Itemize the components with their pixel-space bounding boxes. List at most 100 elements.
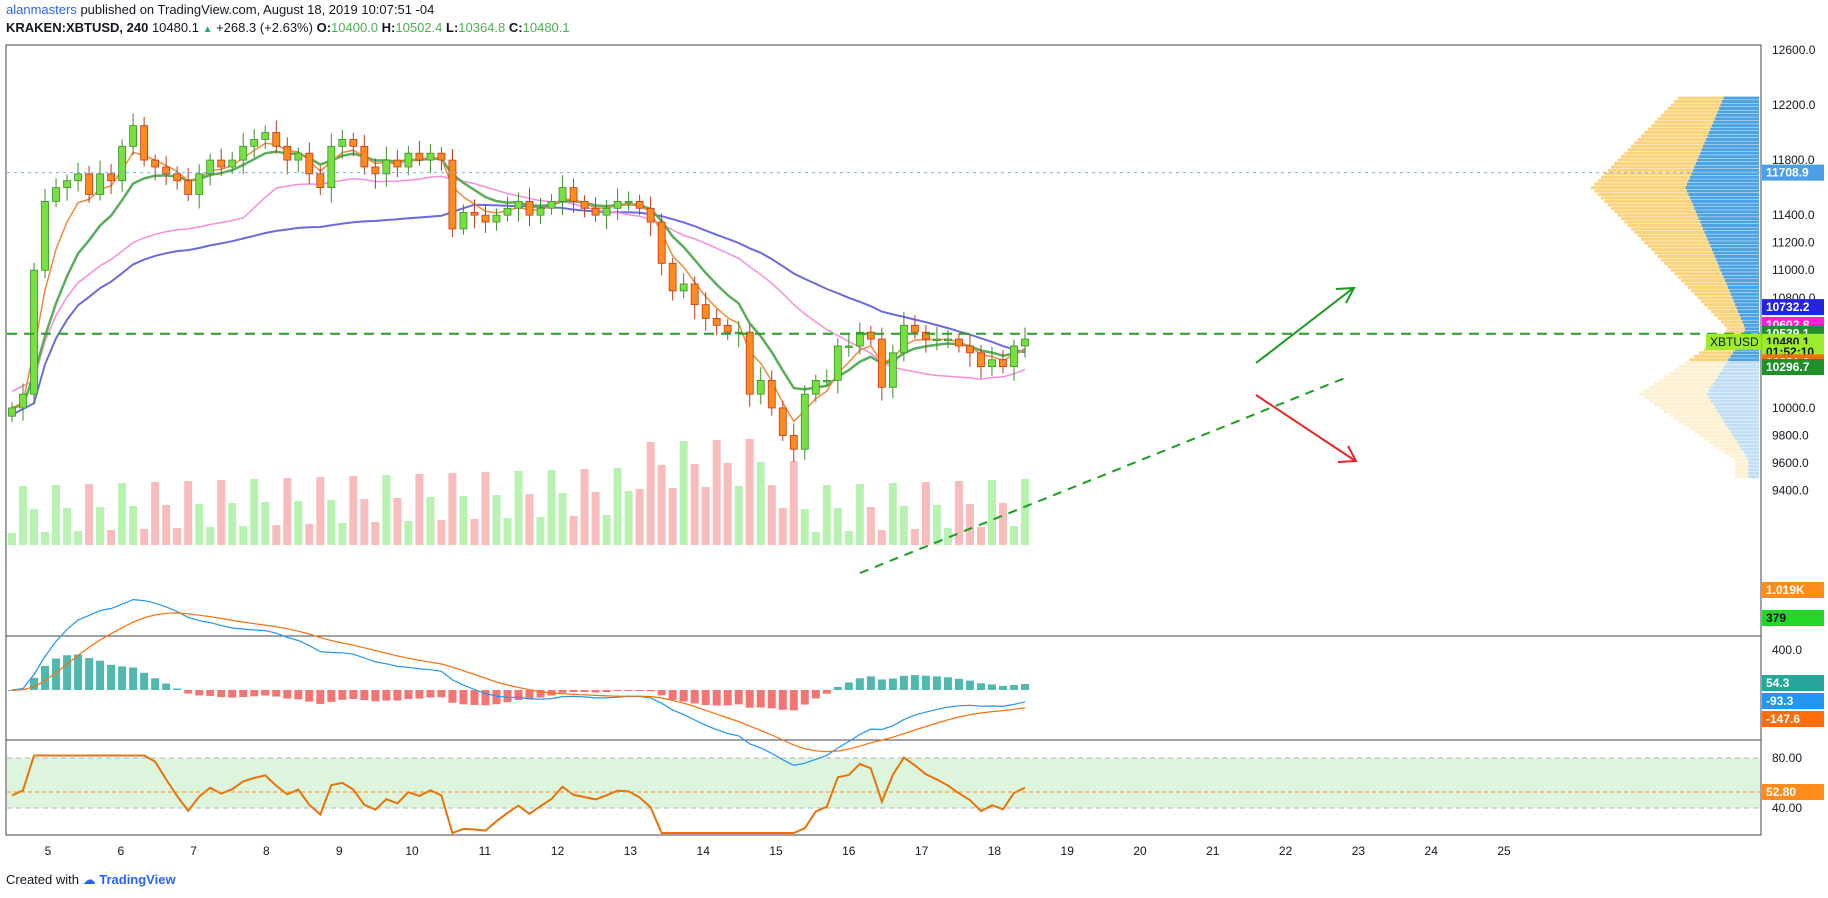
candle-body bbox=[977, 352, 985, 368]
volume-bar bbox=[679, 441, 688, 545]
volume-bar bbox=[404, 521, 413, 545]
vp-bar-blue bbox=[1703, 227, 1759, 231]
macd-histogram-bar bbox=[151, 678, 160, 690]
candle-body bbox=[525, 200, 534, 216]
candle-body bbox=[778, 407, 787, 436]
volume-bar bbox=[96, 507, 105, 545]
candle-body bbox=[988, 359, 996, 368]
vp-bar-blue bbox=[1724, 420, 1759, 424]
volume-bar bbox=[30, 509, 39, 545]
candle-body bbox=[316, 173, 325, 189]
bearish-arrow[interactable] bbox=[1255, 394, 1358, 463]
candle-body bbox=[701, 304, 710, 319]
volume-bar bbox=[569, 516, 578, 545]
tradingview-brand[interactable]: TradingView bbox=[99, 872, 176, 887]
vp-bar-blue bbox=[1715, 406, 1759, 410]
rsi-tick-label: 40.00 bbox=[1772, 801, 1802, 815]
vp-bar-blue bbox=[1688, 179, 1759, 183]
macd-histogram-bar bbox=[30, 677, 39, 690]
macd-histogram-bar bbox=[195, 690, 204, 696]
macd-histogram-bar bbox=[228, 690, 237, 698]
volume-bar bbox=[327, 500, 336, 545]
macd-histogram-bar bbox=[118, 666, 127, 690]
volume-bar bbox=[151, 482, 160, 545]
bullish-arrow[interactable] bbox=[1255, 286, 1356, 364]
vp-bar-yellow bbox=[1654, 402, 1714, 406]
vp-bar-blue bbox=[1740, 316, 1759, 320]
vp-bar-blue bbox=[1694, 165, 1759, 169]
ascending-trendline[interactable] bbox=[859, 377, 1346, 574]
candle-body bbox=[151, 159, 160, 168]
macd-histogram-bar bbox=[723, 690, 732, 706]
candle-body bbox=[800, 393, 809, 450]
vp-bar-blue bbox=[1691, 172, 1759, 176]
price-tick-label: 9400.0 bbox=[1772, 484, 1809, 498]
vp-bar-blue bbox=[1748, 461, 1759, 465]
vp-bar-blue bbox=[1707, 134, 1759, 138]
volume-profile bbox=[1591, 96, 1759, 479]
time-tick-label: 14 bbox=[697, 844, 711, 858]
volume-bar bbox=[646, 442, 655, 545]
volume-bar bbox=[437, 520, 446, 545]
vp-bar-blue bbox=[1716, 258, 1759, 262]
candle-body bbox=[349, 139, 358, 147]
vp-bar-blue bbox=[1689, 196, 1759, 200]
volume-bar bbox=[734, 486, 743, 545]
author-link[interactable]: alanmasters bbox=[6, 2, 77, 17]
macd-tag-bg bbox=[1762, 711, 1824, 727]
candle-body bbox=[789, 435, 798, 450]
volume-bar bbox=[19, 486, 28, 545]
macd-histogram-bar bbox=[393, 690, 402, 701]
volume-bar bbox=[789, 461, 798, 545]
macd-histogram-bar bbox=[129, 667, 138, 690]
vp-bar-blue bbox=[1704, 141, 1759, 145]
vp-bar-yellow bbox=[1597, 179, 1689, 183]
time-axis[interactable]: 5 6 7 8 9 10 11 12 13 14 15 16 17 18 19 20 21 22 23 24 25 bbox=[45, 844, 1511, 858]
vp-bar-blue bbox=[1692, 203, 1759, 207]
macd-histogram-bar bbox=[404, 690, 413, 700]
volume-bar bbox=[74, 531, 83, 545]
volume-bar bbox=[217, 480, 226, 545]
volume-bar bbox=[943, 528, 952, 545]
candle-body bbox=[712, 318, 721, 326]
macd-histogram-bar bbox=[679, 690, 688, 702]
volume-bar bbox=[481, 472, 490, 545]
volume-bar bbox=[514, 471, 523, 545]
macd-histogram-bar bbox=[492, 690, 501, 705]
candle-body bbox=[844, 345, 853, 348]
macd-histogram-bar bbox=[140, 672, 149, 690]
volume-bar bbox=[712, 440, 721, 545]
macd-histogram-bar bbox=[734, 690, 743, 705]
macd-histogram-bar bbox=[294, 690, 303, 700]
candle-body bbox=[283, 145, 292, 161]
vp-bar-blue bbox=[1689, 175, 1759, 179]
macd-histogram-bar bbox=[866, 676, 875, 690]
macd-histogram-bar bbox=[954, 678, 963, 690]
price-tick-label: 11800.0 bbox=[1772, 153, 1815, 167]
vp-bar-yellow bbox=[1594, 182, 1687, 186]
vp-bar-yellow bbox=[1669, 413, 1720, 417]
candle-body bbox=[470, 211, 479, 216]
vp-bar-yellow bbox=[1634, 230, 1705, 234]
vp-bar-blue bbox=[1701, 223, 1759, 227]
price-axis[interactable]: 12600.0 12200.0 11800.0 11400.0 11200.0 11000… bbox=[1772, 43, 1816, 815]
macd-histogram-bar bbox=[173, 688, 182, 690]
macd-histogram-bar bbox=[690, 690, 699, 704]
volume-bar bbox=[866, 507, 875, 545]
vp-bar-yellow bbox=[1735, 475, 1749, 479]
high-value: 10502.4 bbox=[395, 20, 443, 35]
macd-tag: -147.6 bbox=[1766, 712, 1800, 726]
volume-bar bbox=[206, 527, 215, 545]
volume-bar bbox=[998, 503, 1007, 545]
candle-body bbox=[415, 152, 424, 161]
vp-bar-blue bbox=[1714, 254, 1759, 258]
candle-body bbox=[228, 159, 237, 168]
vp-bar-blue bbox=[1701, 148, 1759, 152]
macd-histogram-bar bbox=[1009, 685, 1018, 690]
macd-tick-label: 400.0 bbox=[1772, 643, 1802, 657]
volume-bar bbox=[118, 483, 127, 545]
vp-bar-blue bbox=[1735, 303, 1759, 307]
volume-bar bbox=[536, 517, 545, 545]
vp-bar-yellow bbox=[1637, 234, 1706, 238]
